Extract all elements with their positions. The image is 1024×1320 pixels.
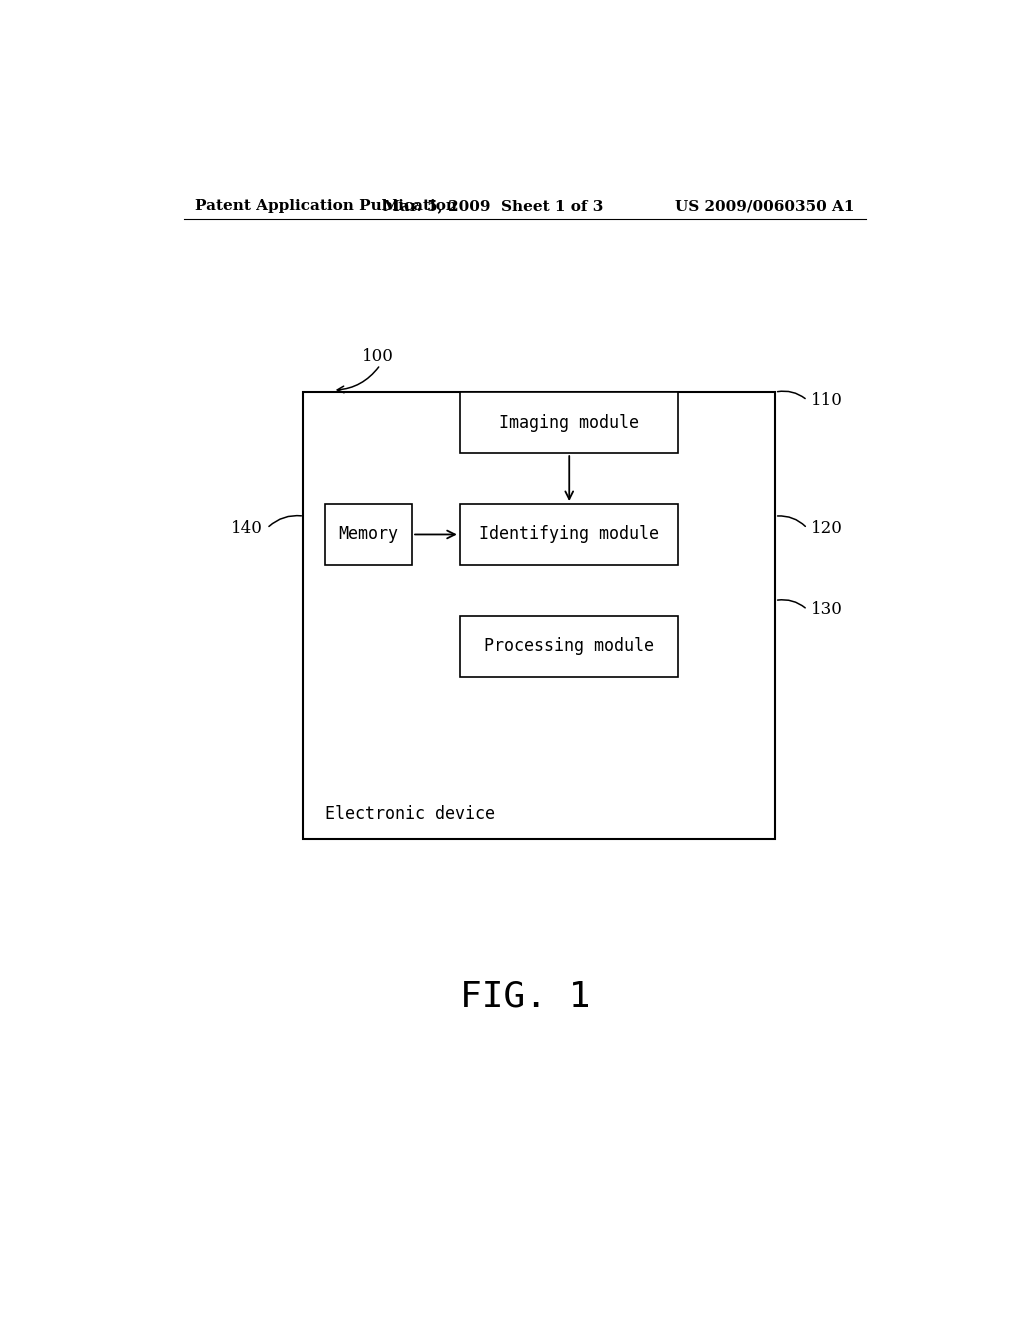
Text: Electronic device: Electronic device	[325, 805, 495, 822]
Text: FIG. 1: FIG. 1	[460, 979, 590, 1014]
Text: 100: 100	[362, 348, 394, 366]
Bar	[303, 392, 775, 840]
Text: Imaging module: Imaging module	[499, 413, 639, 432]
Bar	[325, 504, 412, 565]
Bar	[460, 615, 678, 677]
Text: US 2009/0060350 A1: US 2009/0060350 A1	[675, 199, 854, 213]
Text: Patent Application Publication: Patent Application Publication	[196, 199, 458, 213]
Text: Identifying module: Identifying module	[479, 525, 658, 544]
Text: 140: 140	[231, 520, 263, 537]
Text: 130: 130	[811, 601, 843, 618]
Bar	[460, 392, 678, 453]
Text: Processing module: Processing module	[484, 638, 654, 655]
Text: 110: 110	[811, 392, 843, 409]
Text: Mar. 5, 2009  Sheet 1 of 3: Mar. 5, 2009 Sheet 1 of 3	[383, 199, 603, 213]
Bar	[460, 504, 678, 565]
Text: Memory: Memory	[339, 525, 398, 544]
Text: 120: 120	[811, 520, 843, 537]
